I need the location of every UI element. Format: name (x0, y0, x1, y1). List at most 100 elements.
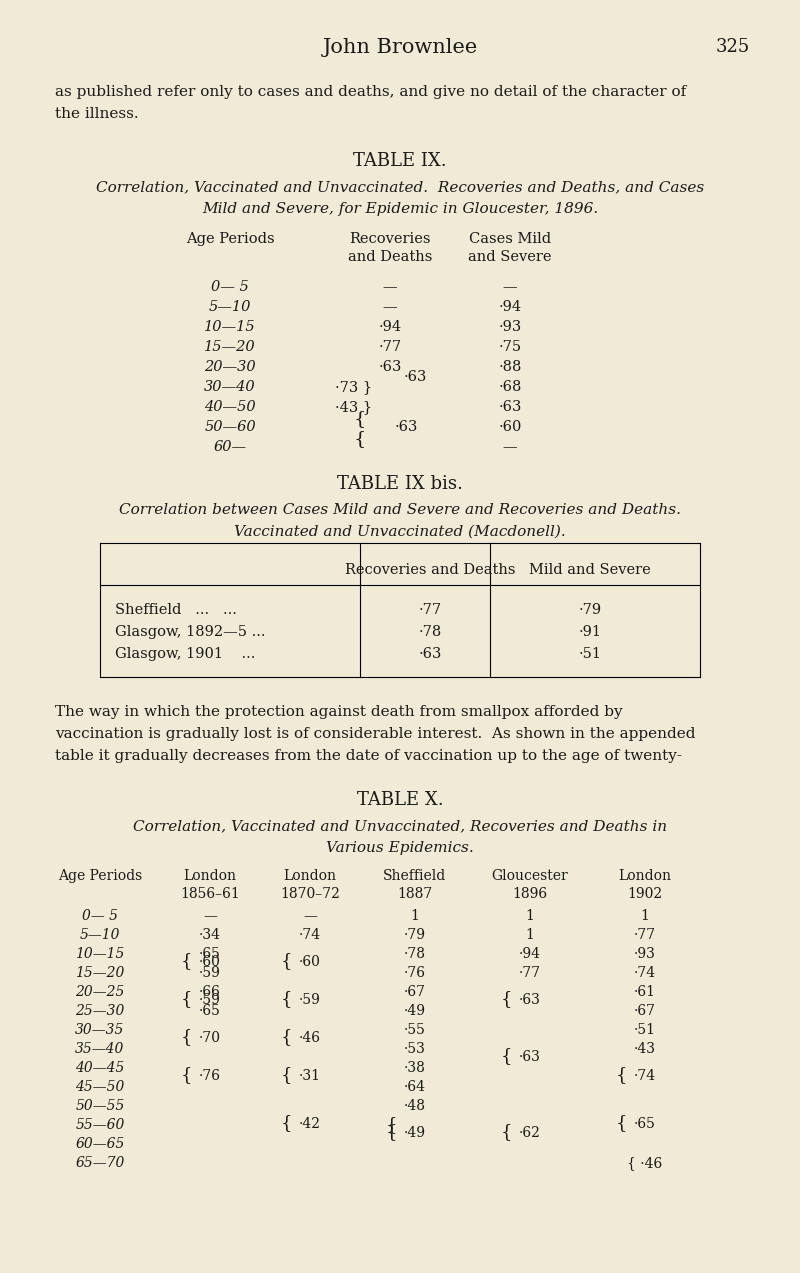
Text: Mild and Severe: Mild and Severe (529, 563, 651, 577)
Text: {: { (181, 952, 192, 970)
Text: ·51: ·51 (578, 647, 602, 661)
Text: 50—55: 50—55 (75, 1099, 125, 1113)
Text: Glasgow, 1901    ...: Glasgow, 1901 ... (115, 647, 255, 661)
Text: ·65: ·65 (199, 947, 221, 961)
Text: TABLE X.: TABLE X. (357, 791, 443, 810)
Text: ·63: ·63 (519, 1050, 541, 1064)
Text: Sheffield: Sheffield (383, 869, 446, 883)
Text: 20—25: 20—25 (75, 985, 125, 999)
Text: 1: 1 (641, 909, 650, 923)
Text: ·63: ·63 (418, 647, 442, 661)
Text: 15—20: 15—20 (75, 966, 125, 980)
Text: ·77: ·77 (634, 928, 656, 942)
Text: 1902: 1902 (627, 887, 662, 901)
Text: ·63: ·63 (404, 370, 427, 384)
Text: ·79: ·79 (578, 603, 602, 617)
Text: ·93: ·93 (498, 320, 522, 334)
Text: 10—15: 10—15 (204, 320, 256, 334)
Text: 30—40: 30—40 (204, 381, 256, 395)
Text: Correlation, Vaccinated and Unvaccinated.  Recoveries and Deaths, and Cases: Correlation, Vaccinated and Unvaccinated… (96, 179, 704, 193)
Text: TABLE IX bis.: TABLE IX bis. (337, 475, 463, 493)
Text: {: { (501, 1123, 512, 1142)
Text: ·61: ·61 (634, 985, 656, 999)
Text: ·51: ·51 (634, 1023, 656, 1037)
Text: 40—45: 40—45 (75, 1060, 125, 1074)
Text: 1870–72: 1870–72 (280, 887, 340, 901)
Text: {: { (354, 430, 366, 448)
Text: ·66: ·66 (199, 985, 221, 999)
Text: ·77: ·77 (378, 340, 402, 354)
Text: ·63: ·63 (498, 400, 522, 414)
Text: {: { (354, 410, 366, 428)
Text: 0— 5: 0— 5 (82, 909, 118, 923)
Text: 1: 1 (526, 909, 534, 923)
Text: ·67: ·67 (634, 1004, 656, 1018)
Text: ·49: ·49 (404, 1004, 426, 1018)
Text: Age Periods: Age Periods (58, 869, 142, 883)
Text: —: — (502, 280, 518, 294)
Text: Correlation, Vaccinated and Unvaccinated, Recoveries and Deaths in: Correlation, Vaccinated and Unvaccinated… (133, 819, 667, 833)
Text: Vaccinated and Unvaccinated (Macdonell).: Vaccinated and Unvaccinated (Macdonell). (234, 524, 566, 538)
Text: ·88: ·88 (498, 360, 522, 374)
Text: and Deaths: and Deaths (348, 250, 432, 264)
Text: {: { (281, 1114, 292, 1132)
Text: Various Epidemics.: Various Epidemics. (326, 841, 474, 855)
Text: ·68: ·68 (498, 381, 522, 395)
Text: John Brownlee: John Brownlee (322, 38, 478, 57)
Text: 5—10: 5—10 (209, 300, 251, 314)
Text: ·94: ·94 (519, 947, 541, 961)
Text: as published refer only to cases and deaths, and give no detail of the character: as published refer only to cases and dea… (55, 85, 686, 99)
Text: ·67: ·67 (404, 985, 426, 999)
Text: ·79: ·79 (404, 928, 426, 942)
Text: ·63: ·63 (519, 993, 541, 1007)
Text: Age Periods: Age Periods (186, 232, 274, 246)
Text: ·65: ·65 (199, 1004, 221, 1018)
Text: —: — (382, 300, 398, 314)
Text: —: — (382, 280, 398, 294)
Text: ·93: ·93 (634, 947, 656, 961)
Text: —: — (502, 440, 518, 454)
Text: ·74: ·74 (634, 1069, 656, 1083)
Text: ·42: ·42 (299, 1116, 321, 1130)
Text: ·48: ·48 (404, 1099, 426, 1113)
Text: ·74: ·74 (299, 928, 321, 942)
Text: ·73 }: ·73 } (335, 381, 372, 395)
Text: 325: 325 (716, 38, 750, 56)
Text: ·91: ·91 (578, 625, 602, 639)
Text: TABLE IX.: TABLE IX. (353, 151, 447, 171)
Text: 60—: 60— (214, 440, 246, 454)
Text: Recoveries: Recoveries (350, 232, 430, 246)
Text: ·76: ·76 (199, 1069, 221, 1083)
Text: {: { (386, 1116, 397, 1134)
Text: ·65: ·65 (634, 1116, 656, 1130)
Text: ·43 }: ·43 } (335, 400, 372, 414)
Text: London: London (618, 869, 671, 883)
Text: 1887: 1887 (398, 887, 433, 901)
Text: ·59: ·59 (199, 993, 221, 1007)
Text: { ·46: { ·46 (627, 1156, 662, 1170)
Text: ·38: ·38 (404, 1060, 426, 1074)
Text: {: { (386, 1123, 397, 1142)
Text: ·78: ·78 (418, 625, 442, 639)
Text: ·78: ·78 (404, 947, 426, 961)
Text: Correlation between Cases Mild and Severe and Recoveries and Deaths.: Correlation between Cases Mild and Sever… (119, 503, 681, 517)
Text: ·77: ·77 (519, 966, 541, 980)
Text: the illness.: the illness. (55, 107, 138, 121)
Text: ·74: ·74 (634, 966, 656, 980)
Text: ·94: ·94 (498, 300, 522, 314)
Text: 65—70: 65—70 (75, 1156, 125, 1170)
Text: 55—60: 55—60 (75, 1118, 125, 1132)
Text: ·55: ·55 (404, 1023, 426, 1037)
Text: ·70: ·70 (199, 1031, 221, 1045)
Text: ·77: ·77 (418, 603, 442, 617)
Text: London: London (183, 869, 237, 883)
Text: 1896: 1896 (513, 887, 547, 901)
Text: 50—60: 50—60 (204, 420, 256, 434)
Text: {: { (501, 1048, 512, 1066)
Text: and Severe: and Severe (468, 250, 552, 264)
Text: Sheffield   ...   ...: Sheffield ... ... (115, 603, 237, 617)
Text: ·59: ·59 (299, 993, 321, 1007)
Text: The way in which the protection against death from smallpox afforded by: The way in which the protection against … (55, 705, 622, 719)
Text: 35—40: 35—40 (75, 1043, 125, 1057)
Text: ·75: ·75 (498, 340, 522, 354)
